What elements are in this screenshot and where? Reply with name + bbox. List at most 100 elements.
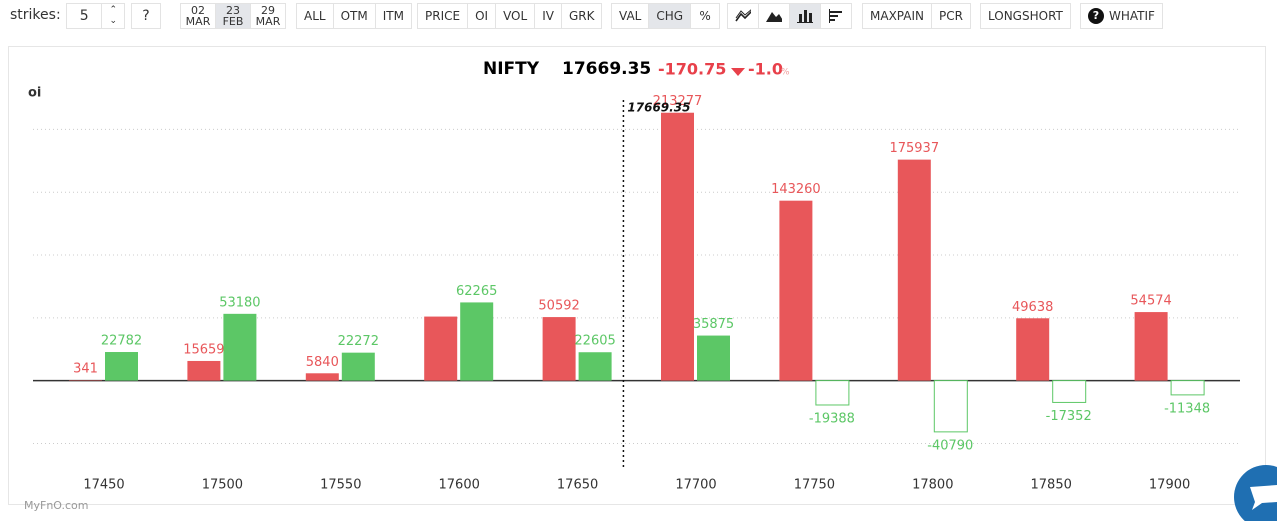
expiry[interactable]: 29 MAR	[251, 4, 285, 28]
bar	[1170, 380, 1205, 396]
icon	[829, 9, 842, 23]
x-tick-label: 17850	[1031, 478, 1072, 493]
chart-type-group	[727, 3, 852, 29]
bar	[779, 200, 813, 381]
filter-group: ALL OTM ITM	[296, 3, 412, 29]
analysis-group: MAXPAIN PCR	[862, 3, 971, 29]
bar	[187, 360, 221, 381]
spinner[interactable]: ⌃ ⌄	[109, 5, 117, 26]
x-tick-label: 17900	[1149, 478, 1190, 493]
help-button[interactable]: ?	[131, 3, 161, 29]
area-icon[interactable]	[759, 4, 790, 28]
data-label: 5840	[306, 355, 339, 370]
bar-icon[interactable]	[790, 4, 821, 28]
bar	[697, 335, 730, 381]
line-icon[interactable]	[728, 4, 759, 28]
label: LONGSHORT	[988, 9, 1063, 23]
x-tick-label: 17700	[675, 478, 716, 493]
data-label: -11348	[1164, 401, 1210, 416]
x-tick-label: 17500	[202, 478, 243, 493]
bar	[542, 317, 576, 381]
change: -170.75	[658, 60, 726, 79]
x-tick-label: 17600	[439, 478, 480, 493]
bar	[815, 380, 850, 406]
bar	[105, 352, 138, 381]
button[interactable]: %	[699, 9, 711, 23]
bar	[1052, 380, 1087, 403]
x-tick-label: 17650	[557, 478, 598, 493]
button[interactable]: ALL	[297, 4, 334, 28]
strikes-label: strikes:	[10, 7, 61, 23]
spot-label: 17669.35	[627, 101, 690, 115]
data-label: 22782	[101, 334, 142, 349]
data-label: -19388	[809, 411, 855, 426]
button[interactable]: OI	[468, 4, 497, 28]
month: MAR	[255, 15, 281, 28]
chart-title: NIFTY	[483, 59, 540, 79]
data-label: 22272	[338, 334, 379, 349]
expiry[interactable]: 02 MAR	[181, 4, 216, 28]
whatif-text: WHATIF	[1109, 9, 1155, 23]
data-label: 175937	[889, 141, 939, 156]
bar	[341, 352, 375, 381]
metric-group: PRICE OI VOL IV GRK	[417, 3, 603, 29]
y-axis-label: oi	[28, 86, 41, 101]
x-tick-label: 17750	[794, 478, 835, 493]
bar	[933, 380, 968, 433]
data-label: 54574	[1130, 294, 1171, 309]
data-label: 143260	[771, 182, 821, 197]
data-label: 341	[73, 362, 98, 377]
label: ? WHATIF	[1081, 4, 1162, 28]
strikes-value: 5	[67, 4, 103, 28]
data-label: 15659	[183, 342, 224, 357]
button[interactable]: MAXPAIN	[863, 4, 932, 28]
month: MAR	[185, 15, 211, 28]
x-tick-label: 17450	[83, 478, 124, 493]
data-label: 22605	[574, 334, 615, 349]
data-label: 213277	[653, 94, 703, 109]
data-label: -17352	[1046, 409, 1092, 424]
button[interactable]: PRICE	[418, 4, 469, 28]
longshort-button[interactable]: LONGSHORT	[980, 3, 1071, 29]
mode-group: VAL CHG%	[611, 3, 721, 29]
down-arrow	[731, 68, 745, 76]
change-pct: -1.0	[748, 60, 783, 79]
expiry-group: 02 MAR 23 FEB 29 MAR	[180, 3, 286, 29]
data-label: 35875	[693, 317, 734, 332]
watermark: MyFnO.com	[24, 499, 89, 512]
bar	[897, 159, 931, 381]
whatif-icon: ?	[1088, 8, 1104, 24]
button[interactable]: CHG	[649, 4, 692, 28]
month: FEB	[222, 15, 244, 28]
button[interactable]: IV	[535, 4, 562, 28]
button[interactable]: VOL	[496, 4, 536, 28]
chart-frame	[8, 46, 1266, 505]
bar	[1016, 318, 1050, 381]
whatif-button[interactable]: ? WHATIF	[1080, 3, 1163, 29]
help-text: ?	[142, 8, 150, 24]
bar	[223, 313, 257, 381]
icon	[766, 12, 782, 22]
bar	[1134, 312, 1168, 381]
button[interactable]: VAL	[612, 4, 650, 28]
button[interactable]: GRK	[568, 9, 595, 23]
strikes-input[interactable]: 5 ⌃ ⌄	[66, 3, 125, 29]
button[interactable]: OTM	[334, 4, 376, 28]
data-label: -40790	[927, 438, 973, 453]
x-tick-label: 17800	[912, 478, 953, 493]
button[interactable]: PCR	[938, 9, 963, 23]
chat-icon	[1250, 485, 1277, 510]
pct-unit: %	[781, 68, 790, 78]
data-label: 49638	[1012, 300, 1053, 315]
day: 29	[261, 4, 275, 17]
data-label: 50592	[538, 299, 579, 314]
hbar-icon[interactable]	[821, 4, 851, 28]
expiry[interactable]: 23 FEB	[216, 4, 251, 28]
icon	[797, 10, 813, 23]
data-label: 62265	[456, 284, 497, 299]
day: 02	[191, 4, 205, 17]
button[interactable]: ITM	[382, 9, 404, 23]
day: 23	[226, 4, 240, 17]
